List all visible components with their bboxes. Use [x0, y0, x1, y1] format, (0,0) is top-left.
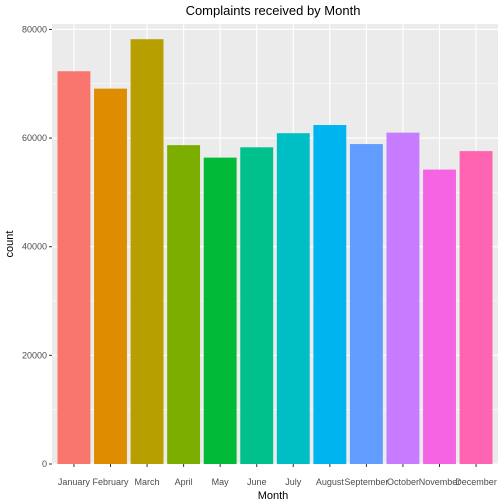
x-tick-label: June	[247, 477, 267, 487]
bar-september	[349, 144, 383, 464]
bar-july	[276, 133, 310, 464]
x-tick-label: July	[285, 477, 302, 487]
bar-june	[240, 147, 274, 464]
x-tick-label: January	[58, 477, 91, 487]
x-tick-label: October	[387, 477, 419, 487]
bar-december	[459, 151, 493, 464]
x-tick-label: April	[175, 477, 193, 487]
y-tick-label: 80000	[22, 24, 47, 34]
x-axis: January February March April May June July Augu…	[58, 464, 497, 487]
x-tick-label: November	[419, 477, 461, 487]
y-axis-title: count	[4, 231, 16, 258]
x-tick-label: March	[135, 477, 160, 487]
bar-october	[386, 132, 420, 464]
bar-january	[57, 71, 91, 464]
y-tick-label: 60000	[22, 133, 47, 143]
bar-february	[94, 88, 127, 465]
bar-may	[203, 157, 237, 464]
x-tick-label: August	[316, 477, 345, 487]
x-tick-label: February	[92, 477, 129, 487]
bar-august	[313, 125, 347, 464]
bars	[57, 39, 493, 465]
bar-november	[423, 169, 456, 464]
x-tick-label: September	[344, 477, 388, 487]
x-axis-title: Month	[258, 490, 289, 502]
x-tick-label: May	[212, 477, 230, 487]
y-axis: 0 20000 40000 60000 80000	[22, 24, 52, 469]
y-tick-label: 40000	[22, 242, 47, 252]
y-tick-label: 20000	[22, 350, 47, 360]
bar-march	[130, 39, 164, 465]
bar-april	[167, 145, 201, 464]
x-tick-label: December	[455, 477, 497, 487]
y-tick-label: 0	[42, 459, 47, 469]
chart-title: Complaints received by Month	[186, 3, 361, 18]
